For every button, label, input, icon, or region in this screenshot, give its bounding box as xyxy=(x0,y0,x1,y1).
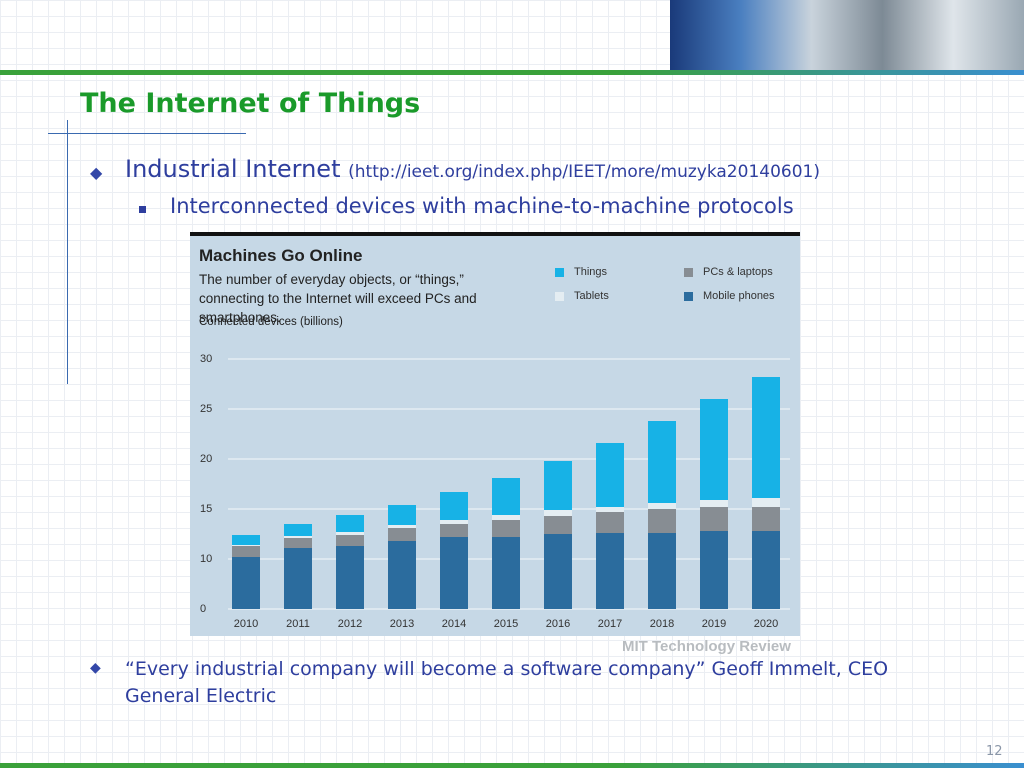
bar-segment xyxy=(544,516,572,534)
y-tick-label: 20 xyxy=(200,453,212,465)
bar-segment xyxy=(440,524,468,537)
bar-segment xyxy=(440,520,468,524)
bar-segment xyxy=(232,545,260,546)
x-tick-label: 2013 xyxy=(390,618,414,630)
bar-segment xyxy=(648,509,676,533)
bar-segment xyxy=(648,533,676,609)
bar-segment xyxy=(336,546,364,609)
bar-segment xyxy=(492,520,520,537)
y-tick-label: 15 xyxy=(200,503,212,515)
bar-segment xyxy=(232,535,260,545)
chart-title: Machines Go Online xyxy=(199,246,363,265)
title-rule xyxy=(48,133,246,134)
legend-swatch xyxy=(555,292,564,301)
bar-segment xyxy=(596,533,624,609)
page-number: 12 xyxy=(986,744,1003,759)
x-tick-label: 2010 xyxy=(234,618,258,630)
x-tick-label: 2016 xyxy=(546,618,570,630)
bar-segment xyxy=(596,512,624,533)
bar-segment xyxy=(284,536,312,538)
legend-label: Tablets xyxy=(574,290,609,302)
x-tick-label: 2018 xyxy=(650,618,674,630)
bar-segment xyxy=(700,507,728,531)
bullet-text: Industrial Internet xyxy=(125,155,341,183)
bar-segment xyxy=(648,421,676,503)
chart-source: MIT Technology Review xyxy=(622,638,791,655)
legend-label: Things xyxy=(574,266,608,278)
bar-segment xyxy=(700,399,728,500)
legend-swatch xyxy=(684,268,693,277)
bar-segment xyxy=(752,531,780,609)
y-tick-label: 0 xyxy=(200,603,206,615)
bar-segment xyxy=(596,443,624,507)
chart-subtitle: The number of everyday objects, or “thin… xyxy=(199,272,477,325)
bar-segment xyxy=(232,546,260,557)
bullet-icon: ◆ xyxy=(90,660,101,676)
bar-segment xyxy=(284,548,312,609)
bar-segment xyxy=(544,510,572,516)
bar-segment xyxy=(440,492,468,520)
bar-segment xyxy=(492,478,520,515)
sub-bullet-icon xyxy=(139,206,146,213)
footer-rule xyxy=(0,763,1024,768)
bar-segment xyxy=(284,538,312,548)
bar-segment xyxy=(440,537,468,609)
bullet: “Every industrial company will become a … xyxy=(125,658,889,707)
x-tick-label: 2020 xyxy=(754,618,778,630)
bar-segment xyxy=(752,507,780,531)
x-tick-label: 2015 xyxy=(494,618,518,630)
x-tick-label: 2019 xyxy=(702,618,726,630)
bullet-note: (http://ieet.org/index.php/IEET/more/muz… xyxy=(348,162,820,182)
bullet: Industrial Internet (http://ieet.org/ind… xyxy=(125,155,820,183)
bar-segment xyxy=(388,505,416,525)
header-photos xyxy=(670,0,1024,70)
bar-segment xyxy=(388,528,416,541)
header-rule xyxy=(0,70,1024,75)
y-tick-label: 30 xyxy=(200,353,212,365)
bullet-icon: ◆ xyxy=(90,163,103,182)
bar-segment xyxy=(700,531,728,609)
legend-swatch xyxy=(684,292,693,301)
x-tick-label: 2017 xyxy=(598,618,622,630)
legend-label: PCs & laptops xyxy=(703,266,773,278)
bar-segment xyxy=(284,524,312,536)
bar-segment xyxy=(336,532,364,535)
bar-segment xyxy=(232,557,260,609)
y-tick-label: 10 xyxy=(200,553,212,565)
bar-segment xyxy=(388,525,416,528)
bar-segment xyxy=(336,515,364,532)
bar-segment xyxy=(544,461,572,510)
x-tick-label: 2011 xyxy=(286,618,310,630)
bar-segment xyxy=(544,534,572,609)
bar-segment xyxy=(752,377,780,498)
legend-label: Mobile phones xyxy=(703,290,775,302)
title: The Internet of Things xyxy=(80,88,421,119)
bar-segment xyxy=(492,537,520,609)
legend-swatch xyxy=(555,268,564,277)
side-rule xyxy=(67,120,68,384)
bar-segment xyxy=(388,541,416,609)
bar-segment xyxy=(700,500,728,507)
bar-segment xyxy=(492,515,520,520)
chart: Machines Go Online The number of everyda… xyxy=(190,232,800,636)
sub-bullet: Interconnected devices with machine-to-m… xyxy=(170,194,794,218)
x-tick-label: 2014 xyxy=(442,618,466,630)
plot: 0 10 15 20 25 30 Things PCs & laptops Tablets Mob… xyxy=(200,266,790,630)
y-tick-label: 25 xyxy=(200,403,212,415)
y-axis-label: Connected devices (billions) xyxy=(199,316,343,328)
bar-segment xyxy=(648,503,676,509)
bar-segment xyxy=(752,498,780,507)
bar-segment xyxy=(596,507,624,512)
x-tick-label: 2012 xyxy=(338,618,362,630)
bar-segment xyxy=(336,535,364,546)
